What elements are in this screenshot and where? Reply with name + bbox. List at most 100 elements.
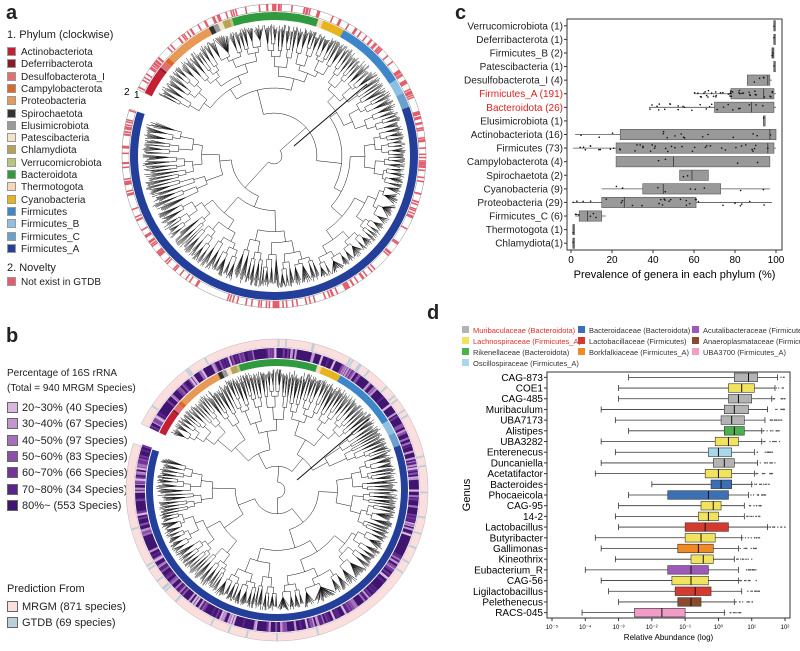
tree-branch (304, 55, 309, 67)
phylum-ring-segment (225, 367, 233, 376)
data-point-c (710, 92, 713, 94)
tree-branch (319, 51, 322, 57)
outlier-d (766, 462, 769, 464)
tree-leaf-branch (145, 126, 167, 134)
tree-leaf-branch (382, 207, 390, 217)
outlier-d (742, 537, 744, 539)
tree-branch (251, 41, 254, 48)
legend-b-label: 80%~ (553 Species) (22, 499, 122, 512)
novelty-tick (122, 161, 130, 164)
tree-arc (348, 114, 356, 129)
outlier-d (739, 547, 741, 550)
novelty-tick (361, 35, 368, 42)
tree-branch (342, 87, 352, 96)
tree-branch (324, 418, 329, 424)
legend-a-label: Proteobacteria (21, 96, 87, 108)
tree-arc (268, 150, 283, 165)
tree-leaf-branch (314, 586, 321, 601)
tree-branch (230, 232, 236, 242)
tree-branch (356, 85, 360, 89)
novelty-tick (128, 109, 136, 114)
pct-tick (280, 621, 283, 632)
tree-branch (382, 194, 385, 196)
outlier-d (745, 558, 747, 560)
tree-arc (246, 580, 256, 584)
tree-branch (322, 245, 327, 254)
tree-branch (221, 573, 225, 578)
tree-leaf-branch (245, 29, 248, 46)
tree-branch (194, 429, 200, 434)
tree-branch (338, 432, 345, 437)
tree-branch (225, 246, 230, 254)
tree-leaf-branch (282, 597, 290, 607)
tree-branch (349, 437, 356, 443)
novelty-tick (150, 240, 157, 246)
tree-arc (259, 585, 263, 587)
tree-leaf-branch (277, 597, 284, 609)
data-point-c (572, 241, 574, 244)
legend-b-pred-label: MRGM (871 species) (22, 601, 126, 613)
pct-tick (406, 512, 417, 517)
tree-branch (216, 71, 220, 77)
tree-branch (382, 178, 386, 180)
tree-leaf-branch (179, 231, 198, 248)
tree-branch (295, 53, 299, 64)
tree-arc (215, 562, 220, 566)
outlier-d (750, 515, 753, 518)
tree-leaf-branch (293, 379, 300, 399)
tree-leaf-branch (244, 263, 251, 283)
tree-branch (359, 97, 364, 100)
tree-leaf-branch (335, 395, 347, 409)
tree-arc (356, 195, 369, 217)
prediction-tick (348, 359, 354, 367)
tree-arc (211, 481, 213, 499)
tree-arc (202, 216, 206, 221)
legend-a-label: Actinobacteriota (21, 47, 93, 58)
novelty-tick (153, 62, 161, 68)
data-point-c (720, 147, 723, 149)
novelty-tick (384, 248, 391, 255)
tree-branch (355, 549, 360, 554)
tree-branch (337, 71, 341, 77)
pct-tick (364, 587, 373, 597)
tree-arc (193, 501, 195, 507)
pct-tick (406, 463, 417, 468)
tree-arc (258, 397, 262, 399)
tree-branch (178, 500, 187, 503)
tree-leaf-branch (362, 440, 385, 450)
data-point-c (701, 135, 704, 138)
tree-branch (290, 50, 293, 59)
tree-leaf-branch (374, 486, 393, 488)
tree-branch (344, 241, 349, 246)
outlier-d (755, 547, 757, 550)
outlier-d (747, 569, 749, 571)
phylum-ring-segment (316, 19, 324, 29)
tree-leaf-branch (269, 372, 271, 385)
data-point-c (727, 103, 730, 106)
tree-leaf-branch (176, 77, 189, 90)
data-point-c (654, 145, 657, 148)
legend-a-swatch (7, 243, 16, 253)
tree-branch (172, 176, 179, 179)
tree-branch (349, 510, 361, 514)
outlier-d (781, 419, 783, 421)
tree-arc (265, 465, 293, 472)
x-tick-label-d: 10⁰ (714, 624, 724, 631)
tree-branch (310, 49, 314, 57)
outlier-d (780, 526, 782, 528)
tree-leaf-branch (390, 173, 405, 178)
novelty-tick (305, 7, 310, 15)
prediction-tick (363, 369, 370, 378)
tree-leaf-branch (163, 510, 180, 514)
x-tick-label-c: 100 (768, 255, 785, 266)
tree-arc (370, 512, 373, 519)
tree-arc (242, 583, 248, 587)
tree-arc (364, 461, 367, 468)
tree-branch (323, 53, 327, 59)
tree-branches (142, 24, 406, 288)
pct-tick (178, 386, 187, 395)
tree-branch (318, 583, 321, 588)
genus-label-d: CAG-56 (507, 576, 544, 587)
tree-leaf-branch (267, 28, 270, 45)
tree-leaf-branch (265, 374, 268, 392)
